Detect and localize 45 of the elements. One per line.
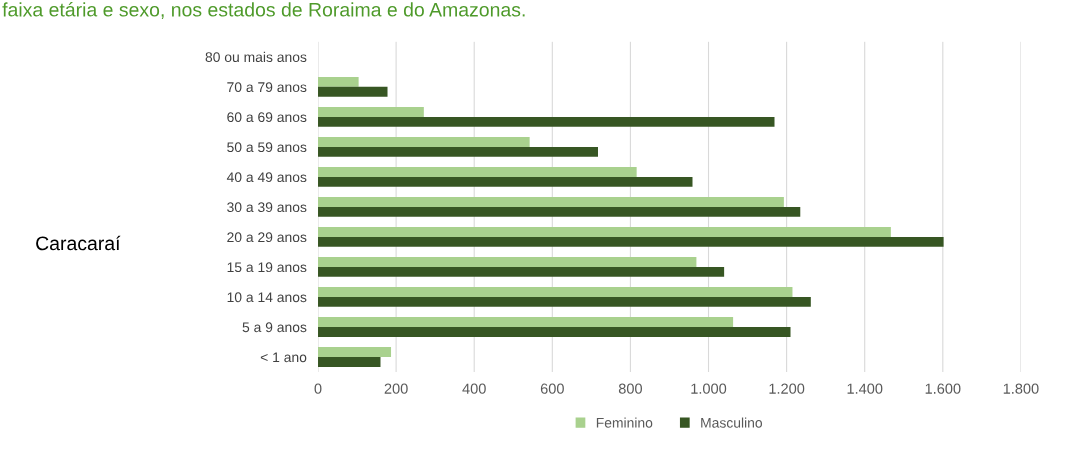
x-tick-label: 600 xyxy=(540,383,564,394)
x-tick-label: 400 xyxy=(462,383,486,394)
bar xyxy=(318,106,424,117)
x-tick-label: 1.600 xyxy=(925,383,961,394)
y-tick-label: 30 a 39 anos xyxy=(227,202,307,213)
bar xyxy=(318,266,725,277)
bar xyxy=(318,197,784,207)
legend-label: Masculino xyxy=(701,417,763,428)
legend-label: Feminino xyxy=(596,417,653,428)
y-tick-label: 60 a 69 anos xyxy=(227,112,307,123)
bar xyxy=(318,296,811,307)
bar xyxy=(318,317,734,327)
bar xyxy=(318,356,381,367)
x-tick-label: 1.000 xyxy=(691,383,727,394)
bar xyxy=(318,347,392,357)
bar xyxy=(318,227,891,237)
bar xyxy=(318,287,793,297)
y-axis-title: Caracaraí xyxy=(36,235,121,251)
y-tick-label: 15 a 19 anos xyxy=(227,262,307,273)
y-tick-label: 40 a 49 anos xyxy=(226,172,307,183)
y-tick-label: 80 ou mais anos xyxy=(205,51,307,63)
y-tick-label: 50 a 59 anos xyxy=(227,142,307,153)
bar xyxy=(318,86,388,97)
bar xyxy=(318,136,530,147)
y-tick-label: < 1 ano xyxy=(260,352,307,363)
x-tick-label: 0 xyxy=(314,383,322,394)
bar xyxy=(318,236,944,247)
bar xyxy=(318,167,637,177)
y-tick-label: 20 a 29 anos xyxy=(227,232,307,243)
chart-title: faixa etária e sexo, nos estados de Roraima e do Amazonas. xyxy=(2,2,525,19)
bar xyxy=(318,176,693,187)
x-tick-label: 800 xyxy=(618,383,643,394)
y-tick-label: 70 a 79 anos xyxy=(227,82,307,93)
x-tick-label: 1.200 xyxy=(769,383,805,394)
y-tick-label: 10 a 14 anos xyxy=(227,292,307,303)
bar xyxy=(318,146,598,157)
bar xyxy=(318,116,775,127)
x-tick-label: 200 xyxy=(384,383,408,394)
bar xyxy=(318,206,801,217)
bar xyxy=(318,76,359,87)
bar xyxy=(318,326,791,337)
x-tick-label: 1.400 xyxy=(847,383,883,394)
bar xyxy=(318,257,697,267)
y-tick-label: 5 a 9 anos xyxy=(242,322,307,333)
x-tick-label: 1.800 xyxy=(1003,383,1039,394)
